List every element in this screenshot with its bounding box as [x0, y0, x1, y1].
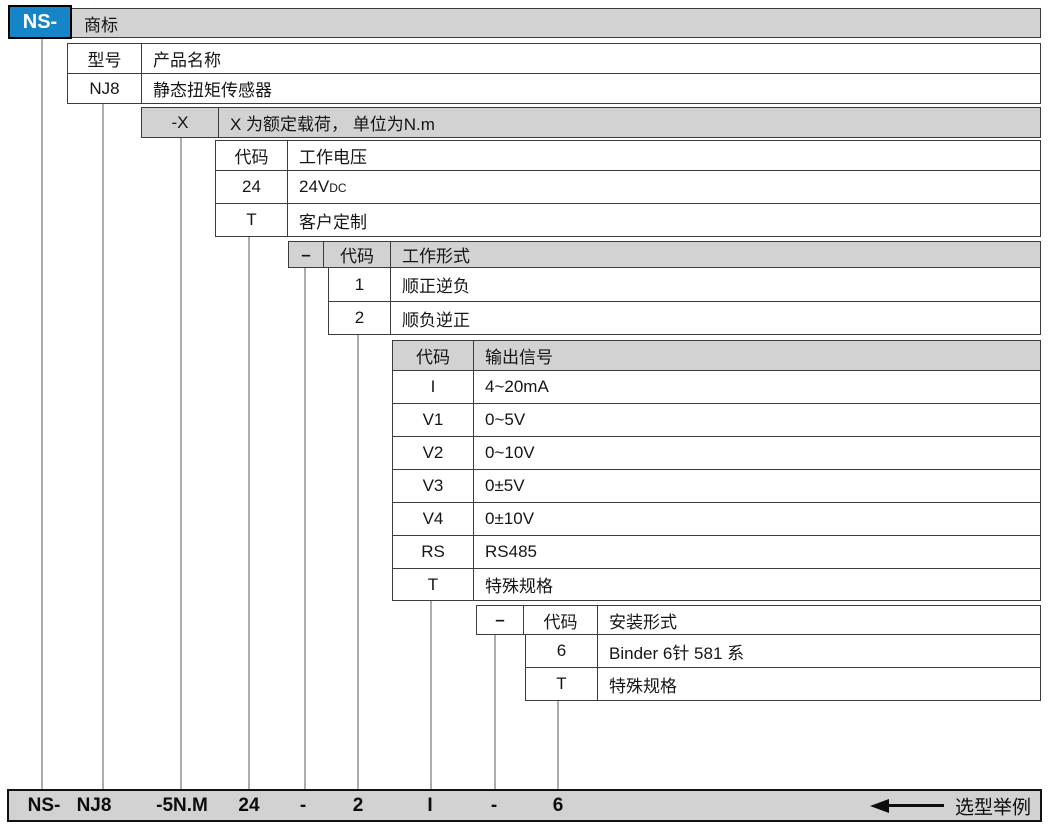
signal-desc: RS485 — [474, 536, 1040, 569]
mode-header-desc: 工作形式 — [391, 242, 1040, 267]
mode-table-header: – 代码 工作形式 — [288, 241, 1041, 268]
signal-desc: 4~20mA — [474, 371, 1040, 404]
signal-code: V4 — [393, 503, 474, 536]
mode-header-code: 代码 — [324, 242, 391, 267]
signal-code: RS — [393, 536, 474, 569]
connector-line — [248, 236, 250, 790]
mount-desc: Binder 6针 581 系 — [598, 635, 1040, 668]
voltage-table: 代码 工作电压 24 24VDC T 客户定制 — [215, 140, 1041, 237]
dash-cell: – — [477, 606, 524, 634]
connector-line — [357, 334, 359, 790]
mount-code: 6 — [526, 635, 598, 668]
model-header-code: 型号 — [68, 44, 142, 74]
signal-desc: 特殊规格 — [474, 569, 1040, 600]
connector-line — [304, 267, 306, 790]
example-caption: 选型举例 — [954, 797, 1031, 818]
model-segment: 2 — [352, 794, 364, 816]
connector-line — [102, 103, 104, 790]
dash-cell: – — [289, 242, 324, 267]
signal-header-code: 代码 — [393, 341, 474, 371]
connector-line — [180, 137, 182, 790]
mount-table-header: – 代码 安装形式 — [476, 605, 1041, 635]
brand-label: 商标 — [71, 9, 1040, 37]
model-segment: I — [427, 794, 433, 816]
load-code: -X — [142, 108, 219, 137]
signal-desc: 0±10V — [474, 503, 1040, 536]
model-prefix-label: NS- — [22, 10, 58, 33]
signal-header-desc: 输出信号 — [474, 341, 1040, 371]
voltage-desc: 客户定制 — [288, 204, 1040, 236]
mode-desc: 顺负逆正 — [391, 302, 1040, 334]
model-segment: 24 — [238, 794, 260, 816]
mount-desc: 特殊规格 — [598, 668, 1040, 700]
model-segment: NS- — [27, 794, 61, 816]
signal-code: V1 — [393, 404, 474, 437]
mount-header-code: 代码 — [524, 606, 598, 634]
voltage-header-code: 代码 — [216, 141, 288, 171]
voltage-desc: 24VDC — [288, 171, 1040, 204]
model-segment: 6 — [552, 794, 564, 816]
mode-code: 2 — [329, 302, 391, 334]
mount-table-body: 6 Binder 6针 581 系 T 特殊规格 — [525, 635, 1041, 701]
brand-row: 商标 — [70, 8, 1041, 38]
selection-example-bar: NS- NJ8 -5N.M 24 - 2 I - 6 选型举例 — [7, 789, 1042, 822]
connector-line — [430, 600, 432, 790]
signal-desc: 0±5V — [474, 470, 1040, 503]
mode-code: 1 — [329, 268, 391, 302]
signal-code: T — [393, 569, 474, 600]
signal-code: I — [393, 371, 474, 404]
model-header-desc: 产品名称 — [142, 44, 1040, 74]
connector-line — [494, 634, 496, 790]
model-code: NJ8 — [68, 74, 142, 103]
mode-desc: 顺正逆负 — [391, 268, 1040, 302]
mount-code: T — [526, 668, 598, 700]
model-segment: -5N.M — [156, 794, 208, 816]
model-segment: - — [490, 794, 498, 816]
load-desc: X 为额定载荷， 单位为N.m — [219, 108, 1040, 137]
voltage-value: 24VDC — [299, 177, 347, 196]
connector-line — [557, 700, 559, 790]
voltage-header-desc: 工作电压 — [288, 141, 1040, 171]
model-segment: - — [299, 794, 307, 816]
model-table: 型号 产品名称 NJ8 静态扭矩传感器 — [67, 43, 1041, 104]
model-desc: 静态扭矩传感器 — [142, 74, 1040, 103]
connector-line — [41, 39, 43, 790]
signal-desc: 0~5V — [474, 404, 1040, 437]
rated-load-row: -X X 为额定载荷， 单位为N.m — [141, 107, 1041, 138]
signal-table: 代码 输出信号 I 4~20mA V1 0~5V V2 0~10V V3 0±5… — [392, 340, 1041, 601]
signal-code: V3 — [393, 470, 474, 503]
mode-table-body: 1 顺正逆负 2 顺负逆正 — [328, 268, 1041, 335]
mount-header-desc: 安装形式 — [598, 606, 1040, 634]
voltage-code: T — [216, 204, 288, 236]
voltage-code: 24 — [216, 171, 288, 204]
model-prefix-box: NS- — [8, 5, 72, 39]
signal-code: V2 — [393, 437, 474, 470]
left-arrow-icon — [870, 798, 944, 813]
voltage-subscript: DC — [329, 181, 347, 195]
model-segment: NJ8 — [76, 794, 112, 816]
signal-desc: 0~10V — [474, 437, 1040, 470]
